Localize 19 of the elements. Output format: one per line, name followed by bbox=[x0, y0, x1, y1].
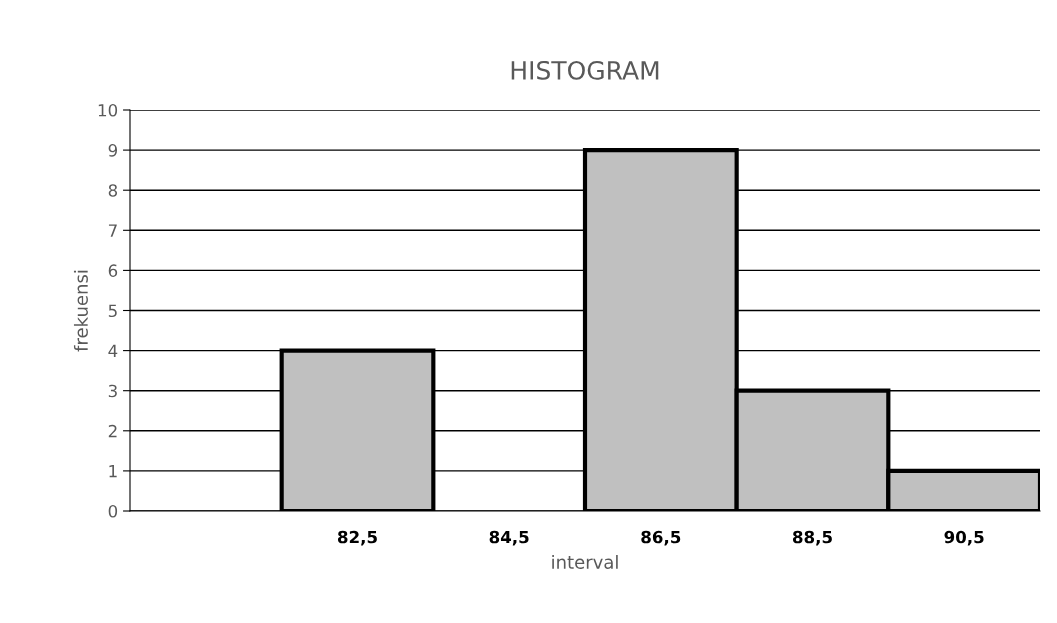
x-tick-label: 86,5 bbox=[641, 530, 681, 546]
x-tick-label: 88,5 bbox=[792, 530, 832, 546]
x-axis-title: interval bbox=[552, 554, 618, 569]
x-tick-label: 84,5 bbox=[489, 530, 529, 546]
x-tick-label: 82,5 bbox=[337, 530, 377, 546]
y-tick-label: 10 bbox=[98, 103, 118, 117]
y-tick-label: 6 bbox=[108, 264, 118, 277]
y-tick-label: 9 bbox=[108, 144, 118, 157]
y-tick-label: 0 bbox=[108, 504, 118, 518]
y-tick-label: 4 bbox=[108, 344, 118, 357]
x-tick-label: 90,5 bbox=[944, 530, 984, 546]
y-tick-label: 5 bbox=[108, 304, 117, 318]
chart-title: HISTOGRAM bbox=[511, 60, 659, 80]
y-tick-label: 1 bbox=[109, 465, 117, 478]
y-tick-label: 8 bbox=[108, 184, 118, 197]
y-tick-label: 7 bbox=[108, 224, 117, 237]
y-axis-title: frekuensi bbox=[73, 270, 88, 352]
y-tick-label: 2 bbox=[108, 424, 117, 438]
y-tick-label: 3 bbox=[108, 384, 117, 398]
